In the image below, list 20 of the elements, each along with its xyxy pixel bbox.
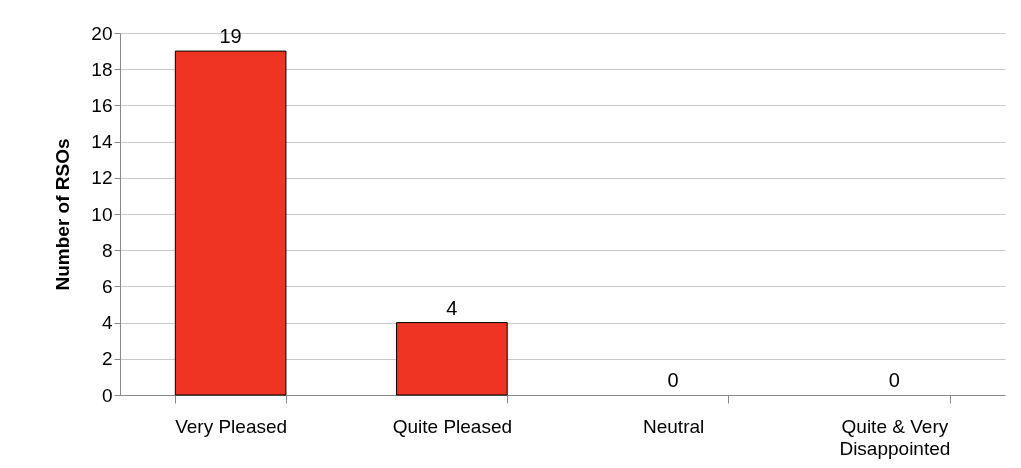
y-tick-label: 18: [91, 58, 113, 80]
y-tick-label: 10: [91, 203, 113, 225]
x-tick-label: Very Pleased: [175, 415, 288, 437]
x-tick-label: Neutral: [643, 415, 705, 437]
y-tick-label: 0: [101, 384, 113, 406]
data-label: 4: [446, 296, 458, 319]
data-label: 0: [888, 369, 900, 391]
y-tick-label: 6: [101, 275, 113, 297]
y-tick-label: 4: [101, 312, 113, 334]
y-tick-label: 14: [91, 131, 113, 153]
y-tick-label: 20: [91, 22, 113, 44]
x-tick-label: Quite & Very Disappointed: [839, 415, 951, 459]
y-axis-title: Number of RSOs: [52, 138, 74, 291]
y-tick-label: 16: [91, 94, 113, 116]
y-tick-label: 8: [101, 239, 113, 261]
data-label: 0: [667, 369, 679, 391]
y-tick-label: 2: [101, 348, 113, 370]
data-label: 19: [219, 25, 242, 48]
x-tick-label: Quite Pleased: [392, 415, 513, 437]
y-tick-label: 12: [91, 167, 113, 189]
